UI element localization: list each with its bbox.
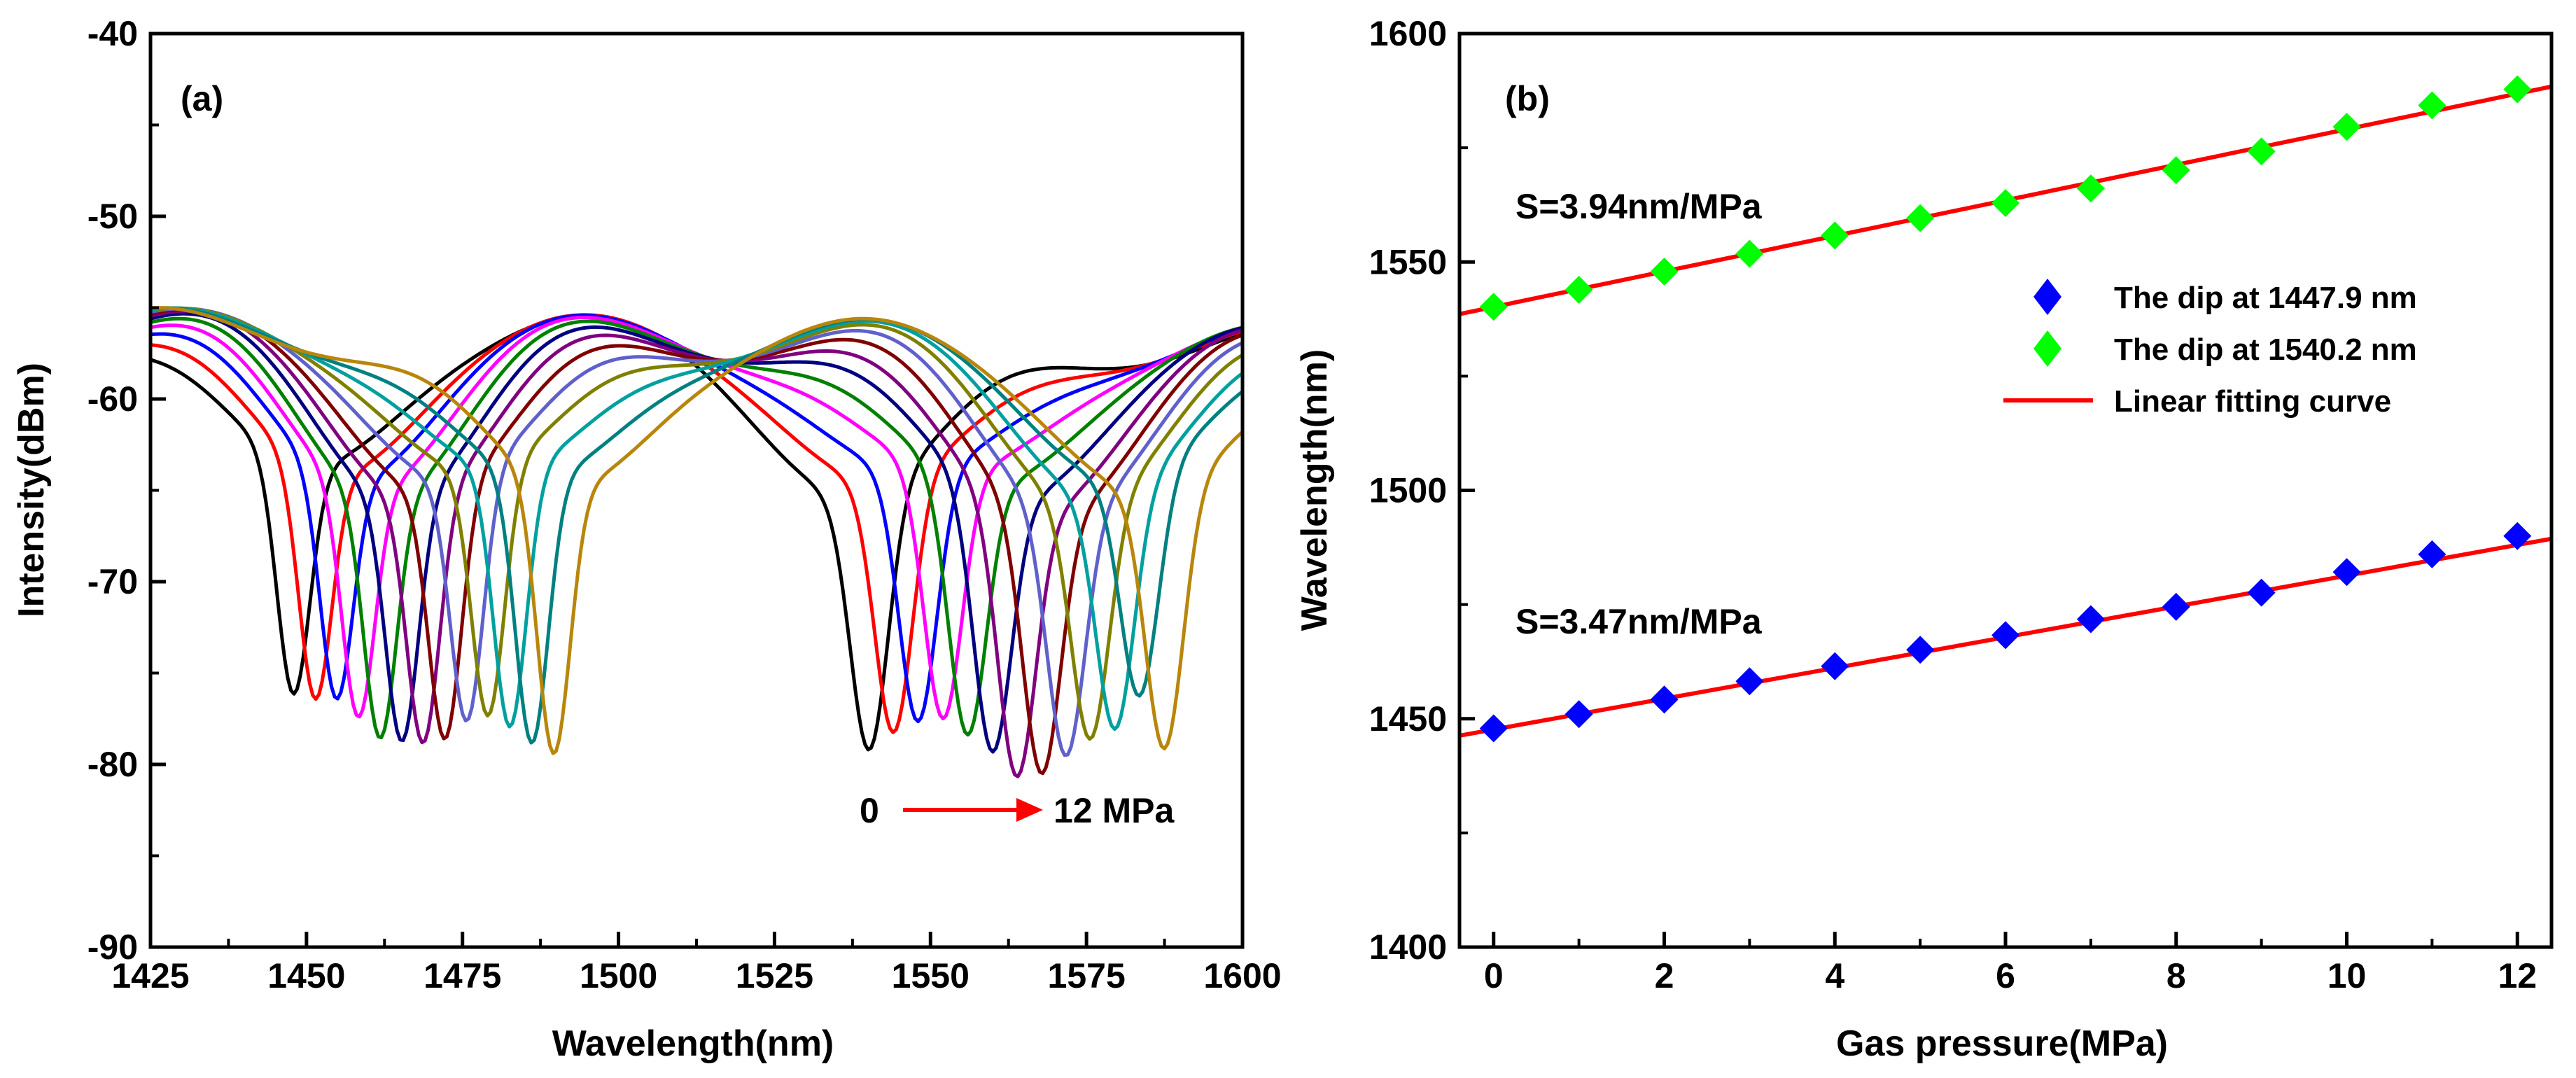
panel-b-tick-labels: 0 2 4 6 8 10 12 1400 1450 1500 1550 1600	[1369, 14, 2537, 995]
spectrum-line-7-mpa	[150, 307, 1242, 776]
spectrum-line-10-mpa	[150, 306, 1242, 732]
panel-a-y-tick-label: -60	[88, 379, 138, 419]
blue-data-point	[2247, 578, 2276, 607]
panel-b-y-tick-label: 1550	[1369, 242, 1447, 281]
panel-b-y-tick-label: 1400	[1369, 927, 1447, 967]
upper-slope-annotation: S=3.94nm/MPa	[1516, 187, 1763, 226]
pressure-start-label: 0	[860, 791, 879, 830]
panel-a-y-tick-label: -70	[88, 562, 138, 601]
green-data-point	[2162, 156, 2190, 185]
panel-b-label: (b)	[1505, 79, 1550, 118]
panel-a: 1425 1450 1475 1500 1525 1550 1575 1600 -90 -80 -7…	[11, 14, 1282, 1064]
panel-a-curves	[150, 306, 1242, 778]
panel-a-y-axis-title: Intensity(dBm)	[11, 363, 52, 617]
panel-b-x-tick-label: 8	[2166, 956, 2186, 995]
panel-b-x-tick-label: 10	[2328, 956, 2367, 995]
panel-a-x-tick-label: 1525	[736, 956, 813, 995]
panel-a-y-tick-label: -50	[88, 197, 138, 236]
blue-data-point	[1650, 685, 1679, 714]
panel-b-x-tick-label: 4	[1825, 956, 1844, 995]
panel-b-y-tick-label: 1500	[1369, 471, 1447, 510]
green-data-point	[1991, 189, 2019, 218]
spectrum-line-9-mpa	[150, 306, 1242, 741]
pressure-end-label: 12 MPa	[1054, 791, 1175, 830]
legend-blue-diamond	[2033, 279, 2062, 315]
panel-b-x-tick-label: 12	[2498, 956, 2537, 995]
green-data-point	[2332, 113, 2361, 141]
blue-data-point	[2332, 558, 2361, 587]
panel-b-y-tick-label: 1600	[1369, 14, 1447, 53]
legend-green-diamond	[2033, 330, 2062, 367]
green-data-point	[1564, 276, 1593, 304]
panel-a-x-axis-title: Wavelength(nm)	[552, 1023, 834, 1064]
green-data-point	[2247, 137, 2276, 166]
legend-label-green: The dip at 1540.2 nm	[2114, 332, 2417, 367]
spectrum-line-12-mpa	[150, 306, 1242, 755]
panel-a-y-tick-label: -80	[88, 745, 138, 784]
green-data-point	[1650, 257, 1679, 286]
panel-b-x-axis-title: Gas pressure(MPa)	[1836, 1023, 2168, 1064]
panel-a-x-tick-label: 1475	[424, 956, 501, 995]
panel-a-tick-labels: 1425 1450 1475 1500 1525 1550 1575 1600 -90 -80 -7…	[88, 14, 1282, 995]
blue-data-point	[2076, 605, 2105, 634]
blue-data-point	[2418, 540, 2446, 568]
legend-label-blue: The dip at 1447.9 nm	[2114, 281, 2417, 315]
panel-a-x-tick-label: 1425	[111, 956, 189, 995]
panel-b-plot-frame	[1457, 31, 2554, 949]
panel-a-x-tick-label: 1575	[1048, 956, 1126, 995]
green-data-point	[2503, 75, 2532, 104]
panel-b-x-tick-label: 6	[1996, 956, 2015, 995]
panel-b-x-tick-label: 2	[1655, 956, 1674, 995]
green-data-point	[1735, 239, 1764, 268]
green-data-point	[1479, 293, 1508, 321]
panel-a-x-tick-label: 1450	[267, 956, 345, 995]
panel-a-y-tick-label: -90	[88, 927, 138, 967]
panel-b-points	[1479, 75, 2532, 743]
blue-data-point	[1821, 652, 1849, 680]
panel-b: 0 2 4 6 8 10 12 1400 1450 1500 1550 1600 (b) Gas pr…	[1294, 14, 2554, 1064]
lower-slope-annotation: S=3.47nm/MPa	[1516, 602, 1763, 641]
spectrum-line-11-mpa	[150, 306, 1242, 745]
legend-label-red: Linear fitting curve	[2114, 384, 2391, 419]
blue-data-point	[2162, 592, 2190, 621]
panel-a-ticks	[148, 31, 1245, 949]
green-data-point	[1906, 204, 1935, 232]
blue-data-point	[1735, 667, 1764, 696]
green-data-point	[2076, 174, 2105, 203]
green-data-point	[1821, 221, 1849, 250]
blue-data-point	[1564, 700, 1593, 729]
panel-b-y-axis-title: Wavelength(nm)	[1294, 349, 1335, 631]
panel-b-legend: The dip at 1447.9 nm The dip at 1540.2 n…	[2003, 279, 2417, 419]
pressure-annotation: 0 12 MPa	[860, 791, 1175, 830]
blue-data-point	[1991, 621, 2019, 650]
pressure-arrow-head	[1016, 798, 1043, 822]
panel-a-x-tick-label: 1550	[892, 956, 969, 995]
panel-a-x-tick-label: 1600	[1203, 956, 1281, 995]
panel-a-y-tick-label: -40	[88, 14, 138, 53]
panel-a-x-tick-label: 1500	[580, 956, 657, 995]
panel-b-y-tick-label: 1450	[1369, 699, 1447, 738]
spectrum-line-8-mpa	[150, 307, 1242, 757]
panel-b-x-tick-label: 0	[1484, 956, 1504, 995]
spectrum-line-6-mpa	[150, 309, 1242, 778]
blue-data-point	[2503, 522, 2532, 550]
blue-data-point	[1906, 636, 1935, 664]
panel-b-ticks	[1460, 31, 2519, 949]
green-data-point	[2418, 91, 2446, 120]
blue-data-point	[1479, 714, 1508, 743]
panel-a-label: (a)	[181, 79, 223, 118]
